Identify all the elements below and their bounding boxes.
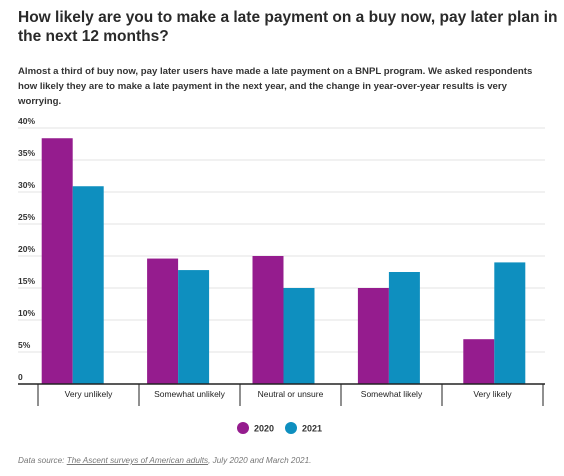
legend-label: 2021 xyxy=(302,424,322,434)
bar-2021-somewhat-likely xyxy=(388,272,420,384)
y-tick-label: 40% xyxy=(18,116,35,126)
bar-2020-somewhat-likely xyxy=(357,288,389,384)
source-suffix: , July 2020 and March 2021. xyxy=(208,456,312,465)
bar-2021-very-likely xyxy=(494,262,526,384)
x-tick-label: Very unlikely xyxy=(65,389,113,399)
y-axis-ticks: 0 5% 10% 15% 20% 25% 30% 35% 40% xyxy=(18,116,35,382)
source-link[interactable]: The Ascent surveys of American adults xyxy=(66,456,209,465)
legend-label: 2020 xyxy=(254,424,274,434)
bar-2020-neutral-or-unsure xyxy=(252,256,284,384)
y-tick-label: 20% xyxy=(18,244,35,254)
y-tick-label: 5% xyxy=(18,340,31,350)
legend-swatch-2021 xyxy=(285,422,297,434)
x-tick-label: Very likely xyxy=(473,389,512,399)
bar-2020-very-likely xyxy=(463,339,495,384)
y-tick-label: 0 xyxy=(18,372,23,382)
x-tick-label: Somewhat likely xyxy=(361,389,423,399)
x-axis: Very unlikely Somewhat unlikely Neutral or… xyxy=(18,383,545,406)
data-source-note: Data source: The Ascent surveys of Ameri… xyxy=(18,456,311,465)
chart-subtitle: Almost a third of buy now, pay later use… xyxy=(18,66,533,107)
bars xyxy=(41,138,526,384)
legend-swatch-2020 xyxy=(237,422,249,434)
bar-2020-very-unlikely xyxy=(41,138,73,384)
legend: 2020 2021 xyxy=(237,422,322,434)
y-tick-label: 10% xyxy=(18,308,35,318)
source-prefix: Data source: xyxy=(18,456,67,465)
bar-2020-somewhat-unlikely xyxy=(147,258,179,384)
x-tick-label: Neutral or unsure xyxy=(258,389,324,399)
y-tick-label: 35% xyxy=(18,148,35,158)
y-tick-label: 25% xyxy=(18,212,35,222)
y-tick-label: 30% xyxy=(18,180,35,190)
gridlines xyxy=(18,127,545,353)
y-tick-label: 15% xyxy=(18,276,35,286)
x-tick-label: Somewhat unlikely xyxy=(154,389,226,399)
bar-2021-somewhat-unlikely xyxy=(178,270,210,384)
chart-title: How likely are you to make a late paymen… xyxy=(18,9,558,45)
bar-2021-very-unlikely xyxy=(72,186,104,384)
bar-2021-neutral-or-unsure xyxy=(283,288,315,384)
